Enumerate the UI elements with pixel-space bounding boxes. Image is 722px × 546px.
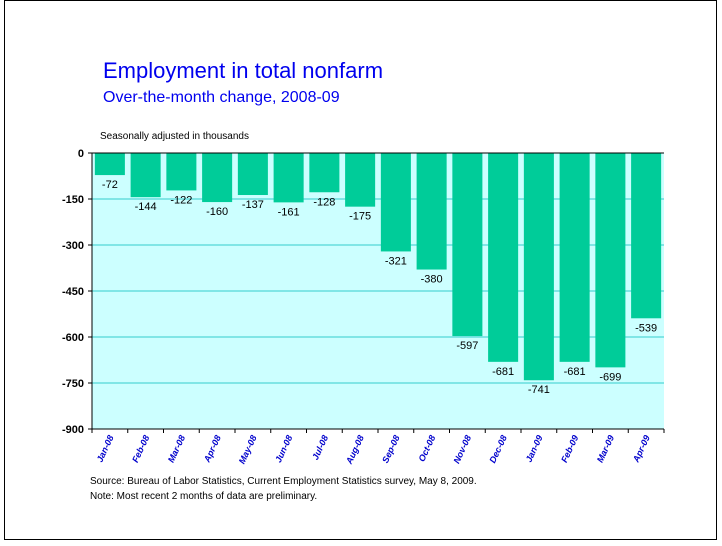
- y-tick-label: -600: [62, 332, 84, 344]
- data-label: -137: [242, 199, 264, 211]
- data-label: -122: [170, 194, 192, 206]
- data-label: -380: [421, 274, 443, 286]
- y-tick-label: -900: [62, 424, 84, 436]
- units-label: Seasonally adjusted in thousands: [100, 131, 249, 142]
- y-tick-label: 0: [78, 148, 84, 160]
- data-label: -681: [492, 366, 514, 378]
- x-tick-label: Apr-09: [630, 434, 652, 465]
- bar: [345, 153, 376, 207]
- y-tick-label: -750: [62, 378, 84, 390]
- x-tick-label: Apr-08: [201, 434, 223, 465]
- data-label: -161: [278, 206, 300, 218]
- x-tick-label: Sep-08: [380, 434, 402, 465]
- x-tick-label: May-08: [237, 434, 259, 466]
- x-tick-label: Feb-09: [559, 434, 580, 465]
- preliminary-note: Note: Most recent 2 months of data are p…: [90, 491, 318, 502]
- x-tick-label: Mar-09: [595, 434, 616, 465]
- data-label: -144: [135, 201, 157, 213]
- bar: [309, 153, 340, 193]
- data-label: -72: [102, 179, 118, 191]
- chart-subtitle: Over-the-month change, 2008-09: [103, 89, 340, 106]
- y-tick-label: -150: [62, 194, 84, 206]
- bar: [94, 153, 125, 176]
- data-label: -681: [564, 366, 586, 378]
- x-tick-label: Nov-08: [451, 434, 473, 465]
- bar: [130, 153, 161, 198]
- bar: [273, 153, 304, 203]
- data-label: -741: [528, 384, 550, 396]
- data-label: -699: [599, 371, 621, 383]
- data-label: -539: [635, 322, 657, 334]
- bar: [452, 153, 483, 337]
- x-tick-label: Mar-08: [166, 434, 187, 465]
- x-tick-label: Dec-08: [487, 434, 509, 465]
- y-tick-label: -300: [62, 240, 84, 252]
- bar: [595, 153, 626, 368]
- x-tick-label: Feb-08: [130, 434, 151, 465]
- bar: [416, 153, 447, 270]
- x-tick-label: Aug-08: [344, 434, 366, 467]
- y-tick-label: -450: [62, 286, 84, 298]
- x-tick-label: Jan-08: [95, 434, 116, 464]
- x-tick-label: Oct-08: [417, 434, 438, 464]
- bar: [166, 153, 197, 191]
- bar: [559, 153, 590, 362]
- chart-title: Employment in total nonfarm: [103, 58, 384, 83]
- bar: [380, 153, 411, 252]
- source-note: Source: Bureau of Labor Statistics, Curr…: [90, 476, 477, 487]
- bar: [631, 153, 662, 319]
- x-tick-label: Jun-08: [273, 434, 294, 465]
- data-label: -175: [349, 211, 371, 223]
- bar: [523, 153, 554, 381]
- data-label: -128: [313, 196, 335, 208]
- data-label: -160: [206, 206, 228, 218]
- data-label: -597: [456, 340, 478, 352]
- x-tick-label: Jul-08: [310, 434, 330, 462]
- bar: [237, 153, 268, 196]
- bar: [488, 153, 519, 362]
- x-tick-label: Jan-09: [524, 434, 545, 464]
- chart-notes: Source: Bureau of Labor Statistics, Curr…: [90, 474, 477, 504]
- bar: [202, 153, 233, 203]
- data-label: -321: [385, 255, 407, 267]
